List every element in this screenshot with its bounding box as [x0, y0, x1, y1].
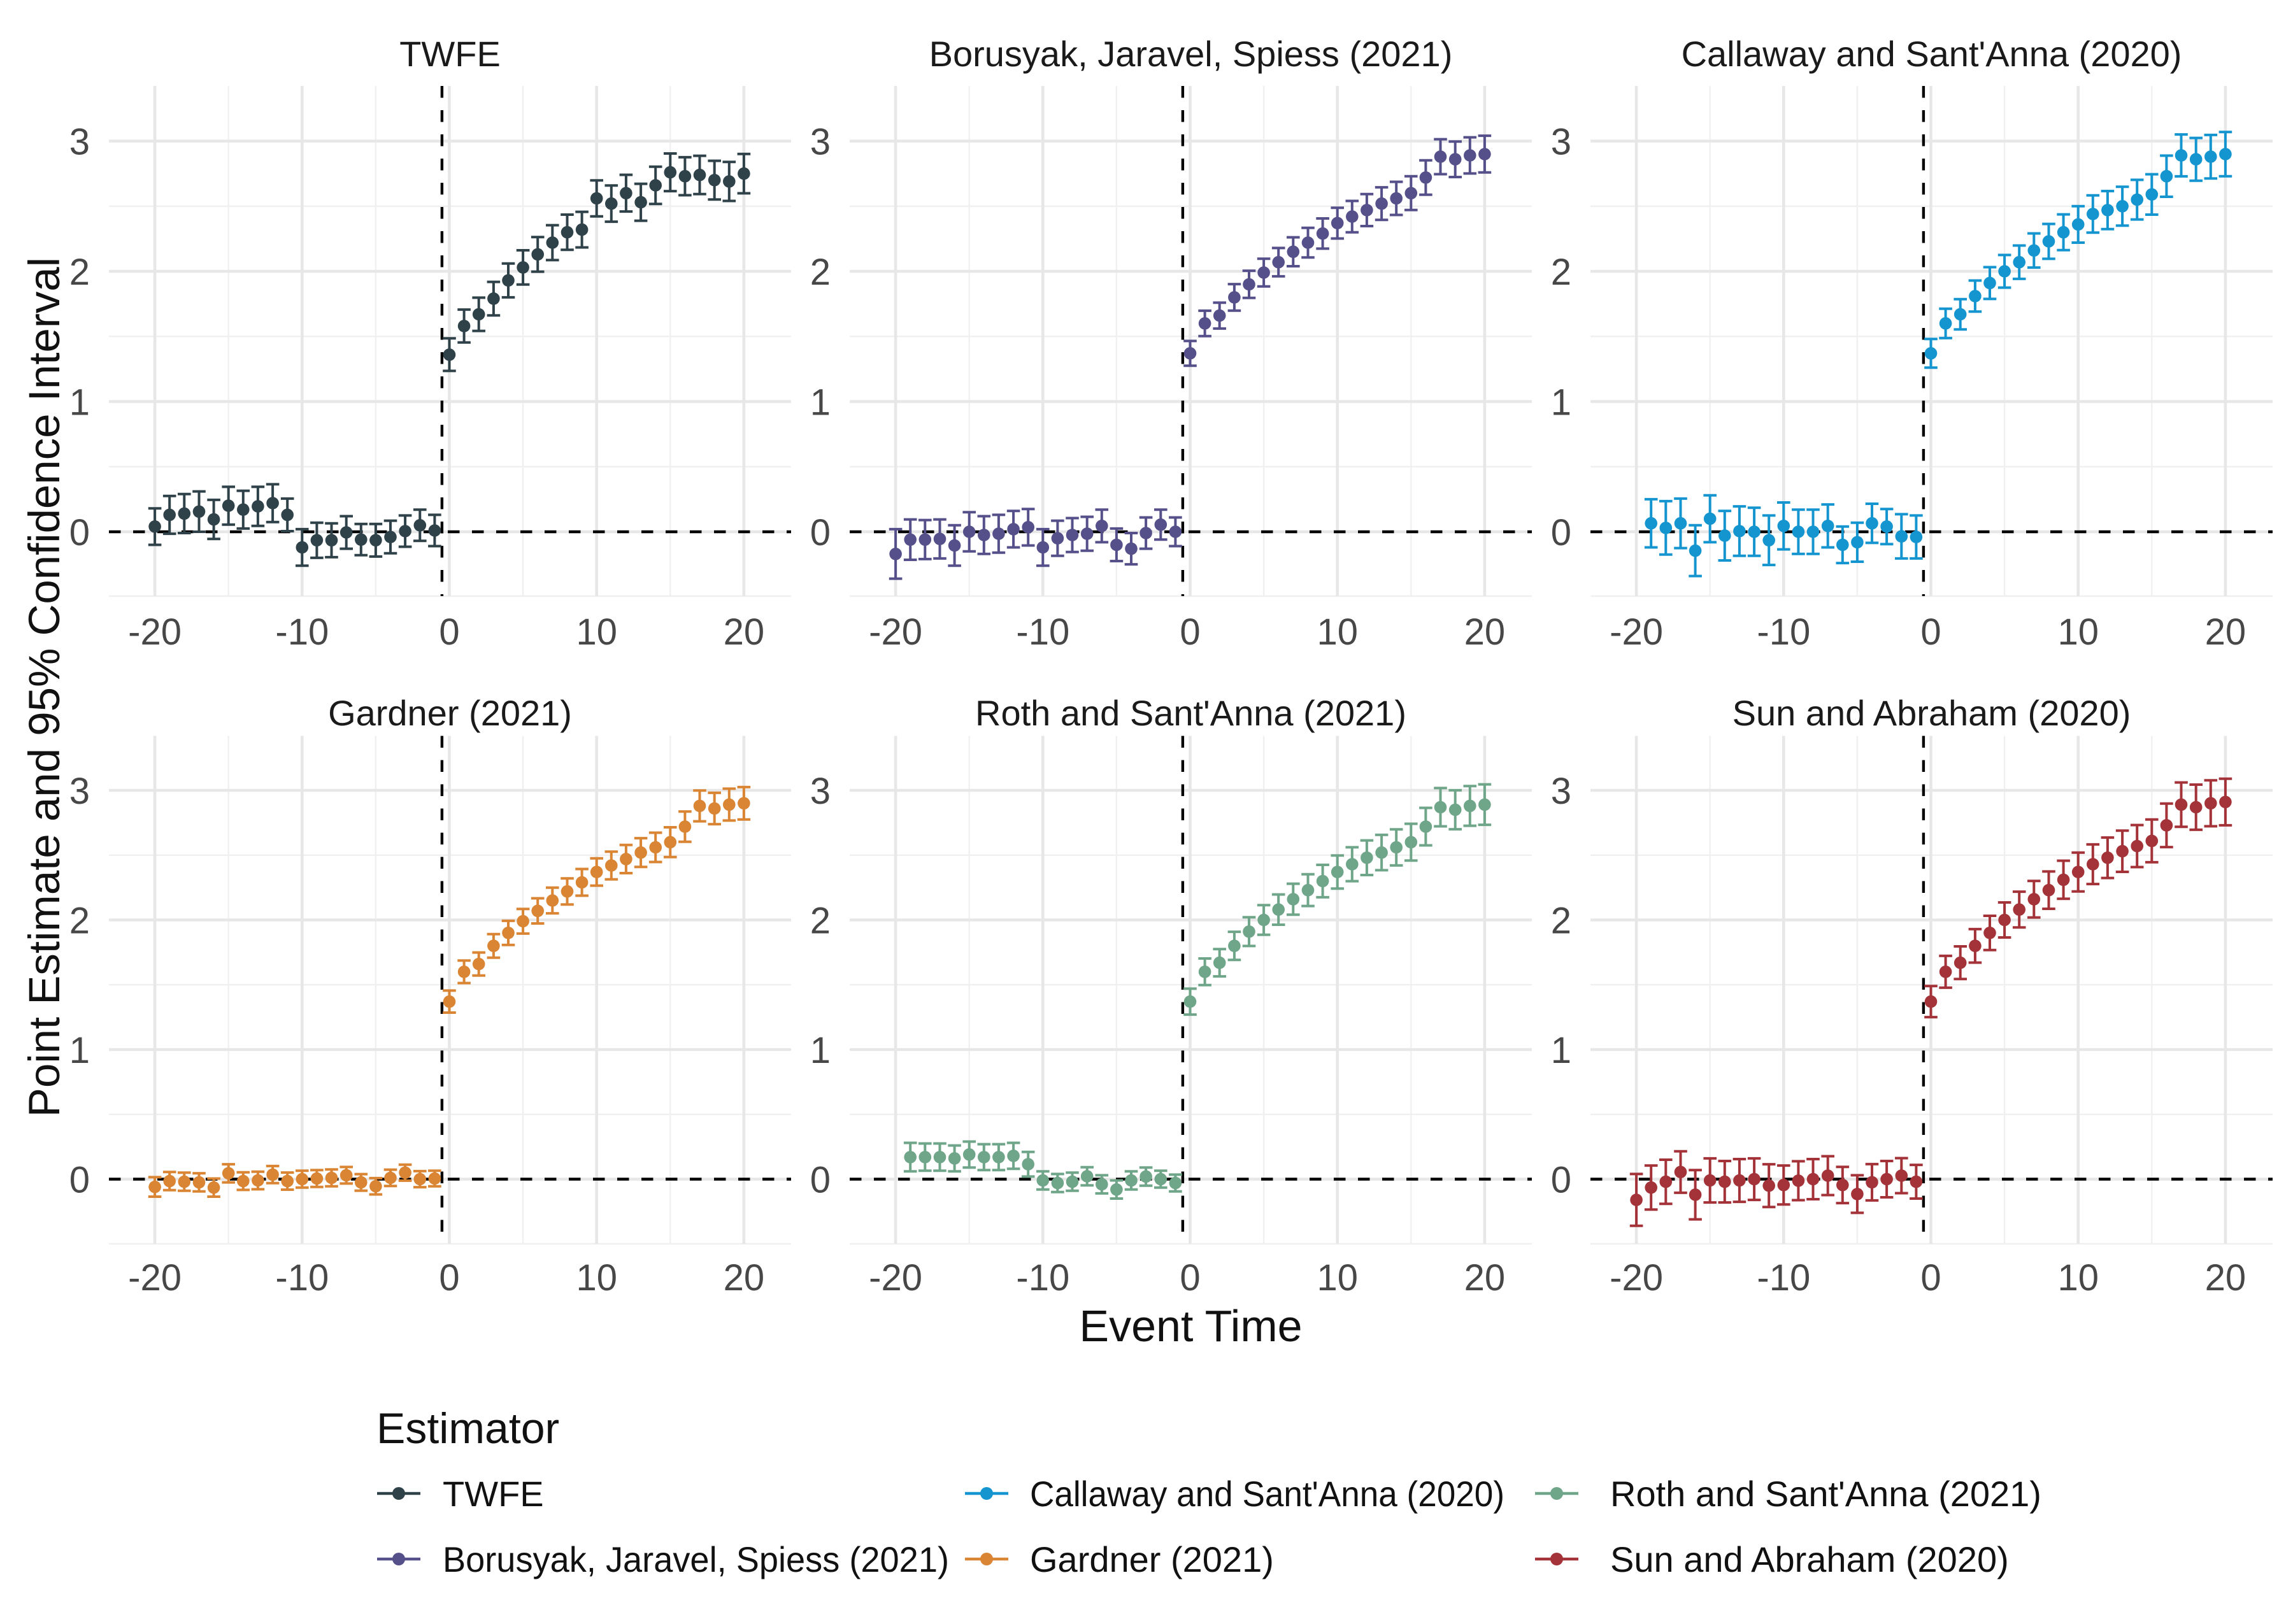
svg-text:Borusyak, Jaravel, Spiess (202: Borusyak, Jaravel, Spiess (2021): [929, 34, 1453, 74]
svg-text:0: 0: [1551, 512, 1571, 553]
svg-text:3: 3: [810, 122, 831, 163]
svg-text:10: 10: [1317, 611, 1358, 653]
svg-text:-10: -10: [1016, 611, 1069, 653]
svg-text:-10: -10: [275, 1257, 329, 1299]
svg-text:20: 20: [724, 1257, 765, 1299]
svg-text:10: 10: [1317, 1257, 1358, 1299]
svg-text:-10: -10: [1016, 1257, 1069, 1299]
svg-text:Point Estimate and 95% Confide: Point Estimate and 95% Confidence Interv…: [20, 257, 69, 1117]
svg-text:0: 0: [69, 512, 90, 553]
svg-text:TWFE: TWFE: [443, 1474, 544, 1514]
svg-text:3: 3: [69, 771, 90, 812]
svg-text:0: 0: [439, 1257, 459, 1299]
svg-text:-10: -10: [1757, 611, 1810, 653]
svg-text:1: 1: [1551, 1030, 1571, 1071]
svg-text:3: 3: [1551, 771, 1571, 812]
svg-text:20: 20: [1464, 1257, 1506, 1299]
svg-text:Roth and Sant'Anna (2021): Roth and Sant'Anna (2021): [975, 693, 1406, 733]
svg-text:0: 0: [1920, 1257, 1941, 1299]
svg-text:1: 1: [69, 1030, 90, 1071]
svg-text:Callaway and Sant'Anna (2020): Callaway and Sant'Anna (2020): [1682, 34, 2182, 74]
svg-text:-20: -20: [128, 1257, 182, 1299]
svg-text:Event Time: Event Time: [1079, 1301, 1302, 1351]
svg-text:Estimator: Estimator: [376, 1404, 559, 1453]
svg-text:Roth and Sant'Anna (2021): Roth and Sant'Anna (2021): [1610, 1474, 2041, 1514]
svg-text:3: 3: [69, 122, 90, 163]
svg-text:0: 0: [1920, 611, 1941, 653]
svg-text:10: 10: [2057, 611, 2099, 653]
svg-text:Callaway and Sant'Anna (2020): Callaway and Sant'Anna (2020): [1030, 1474, 1504, 1514]
svg-text:1: 1: [1551, 382, 1571, 424]
svg-text:20: 20: [2205, 611, 2247, 653]
svg-text:0: 0: [439, 611, 459, 653]
svg-text:20: 20: [2205, 1257, 2247, 1299]
svg-text:Sun and Abraham (2020): Sun and Abraham (2020): [1732, 693, 2131, 733]
svg-text:3: 3: [810, 771, 831, 812]
svg-text:Gardner (2021): Gardner (2021): [328, 693, 572, 733]
svg-text:10: 10: [576, 1257, 617, 1299]
svg-text:-20: -20: [1610, 611, 1663, 653]
svg-text:0: 0: [810, 512, 831, 553]
svg-text:20: 20: [724, 611, 765, 653]
svg-text:10: 10: [576, 611, 617, 653]
svg-text:3: 3: [1551, 122, 1571, 163]
svg-text:-20: -20: [869, 1257, 922, 1299]
svg-text:TWFE: TWFE: [399, 34, 501, 74]
svg-text:1: 1: [810, 1030, 831, 1071]
svg-text:0: 0: [1180, 611, 1200, 653]
svg-text:10: 10: [2057, 1257, 2099, 1299]
svg-text:Sun and Abraham (2020): Sun and Abraham (2020): [1610, 1539, 2009, 1579]
svg-text:0: 0: [69, 1160, 90, 1201]
svg-text:Gardner (2021): Gardner (2021): [1030, 1539, 1274, 1579]
svg-text:1: 1: [69, 382, 90, 424]
svg-text:Borusyak, Jaravel, Spiess (202: Borusyak, Jaravel, Spiess (2021): [443, 1539, 949, 1579]
svg-text:0: 0: [1551, 1160, 1571, 1201]
svg-text:2: 2: [69, 252, 90, 293]
svg-text:2: 2: [69, 901, 90, 942]
svg-text:-10: -10: [1757, 1257, 1810, 1299]
svg-text:-10: -10: [275, 611, 329, 653]
svg-text:2: 2: [810, 252, 831, 293]
svg-text:2: 2: [1551, 252, 1571, 293]
svg-text:-20: -20: [1610, 1257, 1663, 1299]
svg-text:-20: -20: [128, 611, 182, 653]
svg-text:0: 0: [810, 1160, 831, 1201]
svg-text:0: 0: [1180, 1257, 1200, 1299]
svg-text:1: 1: [810, 382, 831, 424]
svg-text:20: 20: [1464, 611, 1506, 653]
svg-text:-20: -20: [869, 611, 922, 653]
svg-text:2: 2: [810, 901, 831, 942]
svg-text:2: 2: [1551, 901, 1571, 942]
